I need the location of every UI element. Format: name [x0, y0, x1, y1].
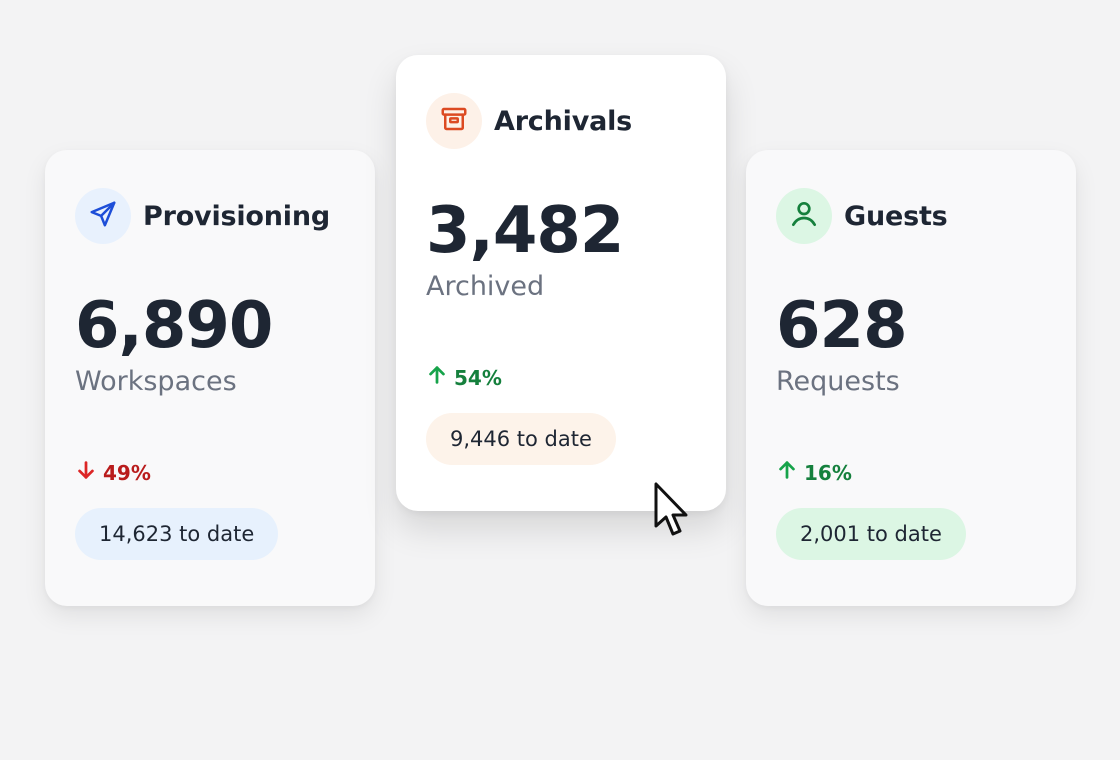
to-date-pill: 2,001 to date — [776, 508, 966, 560]
delta-value: 16% — [804, 460, 852, 485]
card-header: Provisioning — [75, 188, 345, 244]
delta-value: 49% — [103, 460, 151, 485]
to-date-pill: 14,623 to date — [75, 508, 279, 560]
metric-unit: Workspaces — [75, 366, 237, 397]
provisioning-card[interactable]: Provisioning 6,890 Workspaces 49% 14,623… — [45, 150, 375, 606]
delta-value: 54% — [454, 365, 502, 390]
guests-card[interactable]: Guests 628 Requests 16% 2,001 to date — [746, 150, 1076, 606]
guests-icon-badge — [776, 188, 832, 244]
archivals-icon-badge — [426, 93, 482, 149]
provisioning-icon-badge — [75, 188, 131, 244]
card-title: Guests — [844, 200, 948, 232]
archivals-card[interactable]: Archivals 3,482 Archived 54% 9,446 to da… — [396, 55, 726, 511]
metric-value: 6,890 — [75, 289, 273, 363]
metric-value: 3,482 — [426, 194, 624, 268]
mouse-pointer-icon — [652, 482, 692, 544]
metric-unit: Requests — [776, 366, 900, 397]
delta-indicator: 16% — [776, 459, 1046, 486]
to-date-pill: 9,446 to date — [426, 413, 616, 465]
card-header: Guests — [776, 188, 1046, 244]
arrow-up-icon — [776, 459, 804, 486]
user-icon — [788, 198, 820, 234]
arrow-up-icon — [426, 364, 454, 391]
delta-indicator: 54% — [426, 364, 696, 391]
metric-unit: Archived — [426, 271, 545, 302]
arrow-down-icon — [75, 459, 103, 486]
archive-box-icon — [439, 104, 469, 138]
paper-plane-icon — [88, 199, 118, 233]
card-title: Archivals — [494, 105, 633, 137]
card-header: Archivals — [426, 93, 696, 149]
metric-value: 628 — [776, 289, 908, 363]
card-title: Provisioning — [143, 200, 331, 232]
delta-indicator: 49% — [75, 459, 345, 486]
